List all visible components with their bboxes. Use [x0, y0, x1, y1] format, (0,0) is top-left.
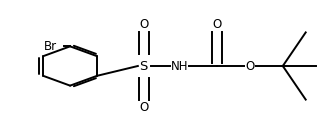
Text: O: O: [246, 60, 255, 72]
Text: NH: NH: [171, 60, 188, 72]
Text: O: O: [213, 18, 222, 31]
Text: O: O: [139, 101, 148, 114]
Text: O: O: [139, 18, 148, 31]
Text: Br: Br: [44, 40, 57, 53]
Text: S: S: [140, 60, 148, 72]
